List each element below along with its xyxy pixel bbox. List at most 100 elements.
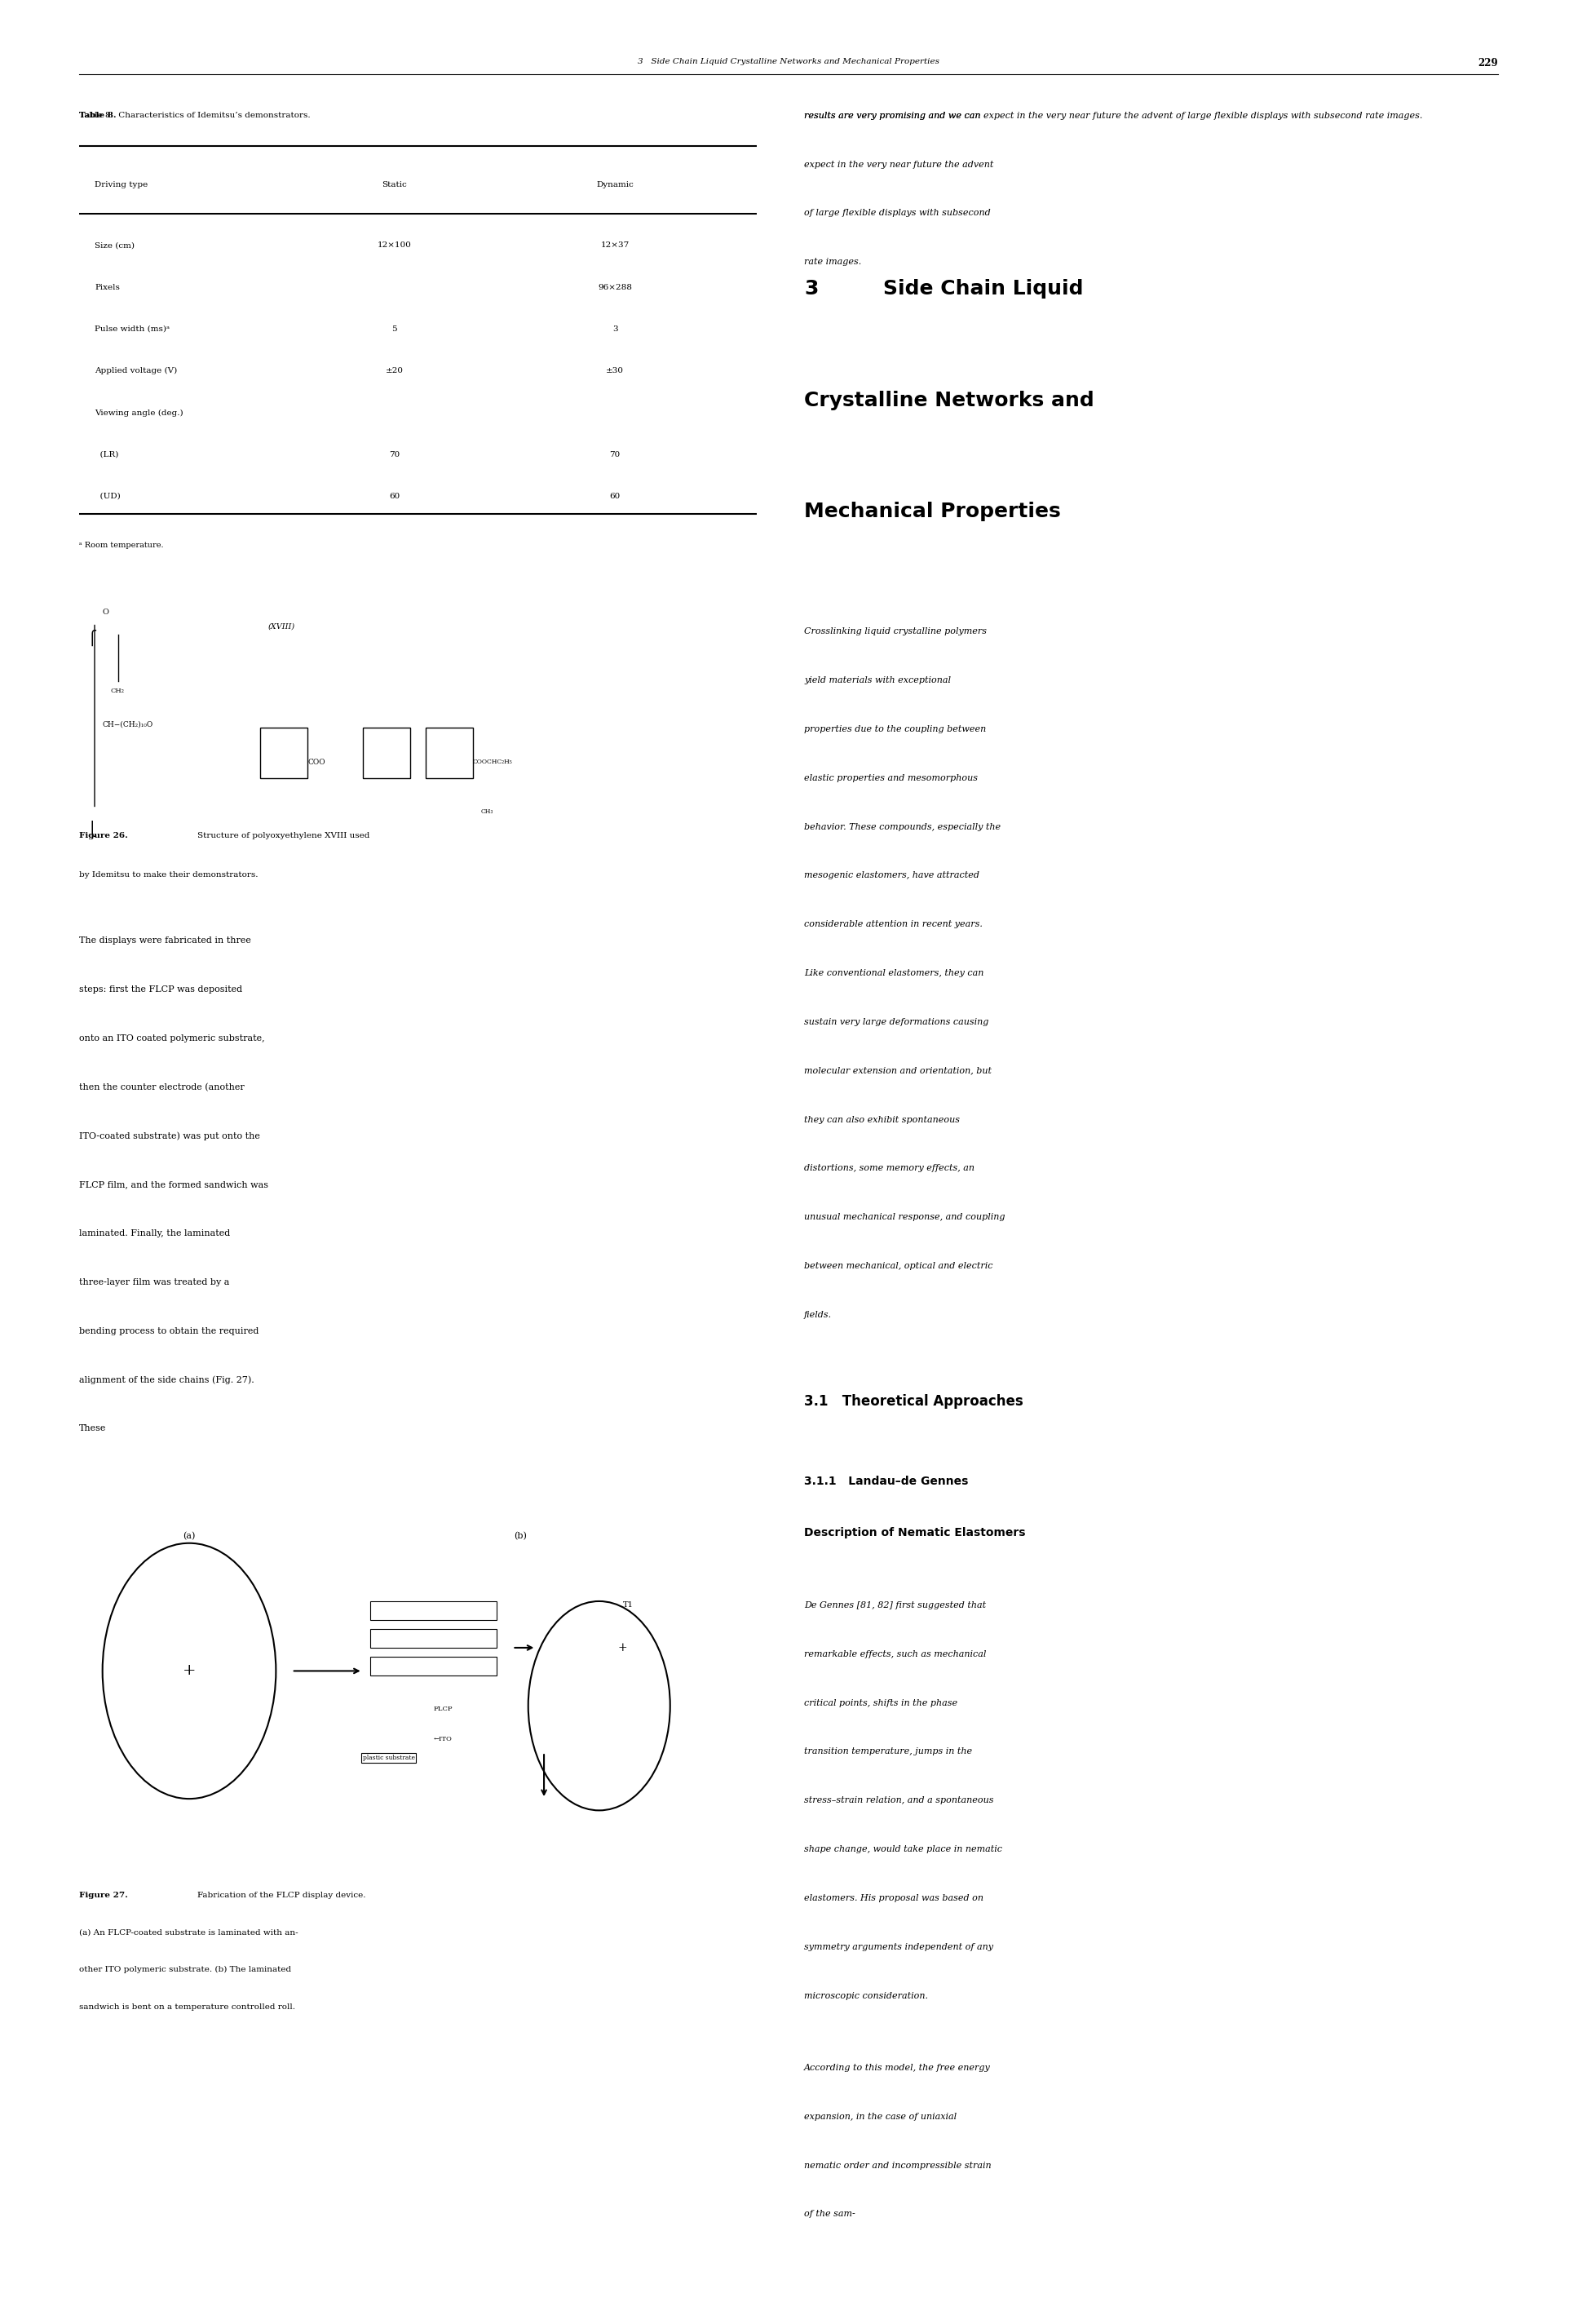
Bar [261,727,307,779]
Text: sandwich is bent on a temperature controlled roll.: sandwich is bent on a temperature contro… [80,2003,294,2010]
Text: 70: 70 [609,451,620,458]
Text: 3: 3 [613,325,617,332]
Text: COOCHC₂H₅: COOCHC₂H₅ [473,760,512,765]
Text: Viewing angle (deg.): Viewing angle (deg.) [94,409,183,416]
Text: Size (cm): Size (cm) [94,242,135,249]
Text: FLCP: FLCP [434,1706,453,1713]
Text: of the sam-: of the sam- [803,2210,856,2219]
Text: +: + [617,1643,627,1652]
Text: rate images.: rate images. [803,258,861,267]
Text: Table 8.  Characteristics of Idemitsu’s demonstrators.: Table 8. Characteristics of Idemitsu’s d… [80,112,310,119]
Text: 60: 60 [388,493,399,500]
Text: O: O [102,609,108,616]
Text: microscopic consideration.: microscopic consideration. [803,1992,928,2001]
Text: Crosslinking liquid crystalline polymers: Crosslinking liquid crystalline polymers [803,627,986,637]
Text: Driving type: Driving type [94,181,148,188]
Bar [371,1657,496,1676]
Text: FLCP film, and the formed sandwich was: FLCP film, and the formed sandwich was [80,1181,267,1190]
Text: steps: first the FLCP was deposited: steps: first the FLCP was deposited [80,985,242,995]
Text: 3.1.1   Landau–de Gennes: 3.1.1 Landau–de Gennes [803,1476,969,1487]
Text: Figure 27.: Figure 27. [80,1892,127,1899]
Text: ←ITO: ←ITO [434,1736,452,1743]
Text: CH₃: CH₃ [480,809,493,816]
Text: sustain very large deformations causing: sustain very large deformations causing [803,1018,988,1027]
Text: De Gennes [81, 82] first suggested that: De Gennes [81, 82] first suggested that [803,1601,986,1611]
Text: T1: T1 [622,1601,633,1608]
Text: (a) An FLCP-coated substrate is laminated with an-: (a) An FLCP-coated substrate is laminate… [80,1929,298,1936]
Text: Applied voltage (V): Applied voltage (V) [94,367,177,374]
Text: Like conventional elastomers, they can: Like conventional elastomers, they can [803,969,983,978]
Text: critical points, shifts in the phase: critical points, shifts in the phase [803,1699,958,1708]
Text: 5: 5 [391,325,396,332]
Text: 229: 229 [1478,58,1497,70]
Text: Static: Static [382,181,407,188]
Text: Pulse width (ms)ᵃ: Pulse width (ms)ᵃ [94,325,170,332]
Text: expansion, in the case of uniaxial: expansion, in the case of uniaxial [803,2113,956,2122]
Text: by Idemitsu to make their demonstrators.: by Idemitsu to make their demonstrators. [80,872,258,878]
Text: ᵃ Room temperature.: ᵃ Room temperature. [80,541,164,548]
Text: (b): (b) [514,1532,527,1541]
Text: +: + [183,1664,196,1678]
Text: Description of Nematic Elastomers: Description of Nematic Elastomers [803,1527,1026,1538]
Text: of large flexible displays with subsecond: of large flexible displays with subsecon… [803,209,991,218]
Text: then the counter electrode (another: then the counter electrode (another [80,1083,243,1092]
Bar [371,1601,496,1620]
Text: (XVIII): (XVIII) [267,623,294,630]
Text: unusual mechanical response, and coupling: unusual mechanical response, and couplin… [803,1213,1006,1222]
Text: (UD): (UD) [94,493,121,500]
Text: considerable attention in recent years.: considerable attention in recent years. [803,920,983,930]
Text: other ITO polymeric substrate. (b) The laminated: other ITO polymeric substrate. (b) The l… [80,1966,291,1973]
Text: Table 8.: Table 8. [80,112,116,119]
Text: onto an ITO coated polymeric substrate,: onto an ITO coated polymeric substrate, [80,1034,264,1043]
Text: elastomers. His proposal was based on: elastomers. His proposal was based on [803,1894,983,1903]
Text: three-layer film was treated by a: three-layer film was treated by a [80,1278,229,1287]
Bar [363,727,410,779]
Text: ⎧: ⎧ [88,630,97,646]
Text: yield materials with exceptional: yield materials with exceptional [803,676,951,686]
Text: 96×288: 96×288 [598,284,632,290]
Text: shape change, would take place in nematic: shape change, would take place in nemati… [803,1845,1002,1855]
Text: distortions, some memory effects, an: distortions, some memory effects, an [803,1164,975,1174]
Text: ⎩: ⎩ [88,820,97,837]
Text: ±30: ±30 [606,367,624,374]
Text: ±20: ±20 [385,367,403,374]
Text: remarkable effects, such as mechanical: remarkable effects, such as mechanical [803,1650,986,1659]
Text: 12×37: 12×37 [600,242,630,249]
Text: results are very promising and we can: results are very promising and we can [803,112,980,121]
Text: results are very promising and we can expect in the very near future the advent : results are very promising and we can ex… [803,112,1422,121]
Bar [426,727,473,779]
Text: Structure of polyoxyethylene XVIII used: Structure of polyoxyethylene XVIII used [197,832,369,839]
Text: 70: 70 [388,451,399,458]
Text: symmetry arguments independent of any: symmetry arguments independent of any [803,1943,993,1952]
Text: The displays were fabricated in three: The displays were fabricated in three [80,937,251,946]
Text: Fabrication of the FLCP display device.: Fabrication of the FLCP display device. [197,1892,366,1899]
Text: Side Chain Liquid: Side Chain Liquid [883,279,1083,297]
Text: molecular extension and orientation, but: molecular extension and orientation, but [803,1067,991,1076]
Text: elastic properties and mesomorphous: elastic properties and mesomorphous [803,774,978,783]
Text: stress–strain relation, and a spontaneous: stress–strain relation, and a spontaneou… [803,1796,994,1806]
Text: CH−(CH₂)₁₀O: CH−(CH₂)₁₀O [102,720,153,727]
Text: 3.1   Theoretical Approaches: 3.1 Theoretical Approaches [803,1394,1023,1408]
Text: they can also exhibit spontaneous: they can also exhibit spontaneous [803,1116,959,1125]
Text: behavior. These compounds, especially the: behavior. These compounds, especially th… [803,823,1001,832]
Text: Dynamic: Dynamic [597,181,633,188]
Text: expect in the very near future the advent: expect in the very near future the adven… [803,160,994,170]
Text: Pixels: Pixels [94,284,119,290]
Text: These: These [80,1425,107,1434]
Text: CH₂: CH₂ [110,688,124,695]
Text: transition temperature, jumps in the: transition temperature, jumps in the [803,1748,972,1757]
Text: properties due to the coupling between: properties due to the coupling between [803,725,986,734]
Text: 12×100: 12×100 [377,242,410,249]
Text: ITO-coated substrate) was put onto the: ITO-coated substrate) was put onto the [80,1132,259,1141]
Text: nematic order and incompressible strain: nematic order and incompressible strain [803,2161,991,2171]
Text: Mechanical Properties: Mechanical Properties [803,502,1061,521]
Text: Crystalline Networks and: Crystalline Networks and [803,390,1095,409]
Text: mesogenic elastomers, have attracted: mesogenic elastomers, have attracted [803,872,980,881]
Text: alignment of the side chains (Fig. 27).: alignment of the side chains (Fig. 27). [80,1376,255,1385]
Text: bending process to obtain the required: bending process to obtain the required [80,1327,259,1336]
Text: laminated. Finally, the laminated: laminated. Finally, the laminated [80,1229,231,1239]
Text: 3   Side Chain Liquid Crystalline Networks and Mechanical Properties: 3 Side Chain Liquid Crystalline Networks… [638,58,939,65]
Text: 3: 3 [803,279,818,297]
Text: plastic substrate: plastic substrate [363,1755,415,1762]
Text: (a): (a) [183,1532,196,1541]
